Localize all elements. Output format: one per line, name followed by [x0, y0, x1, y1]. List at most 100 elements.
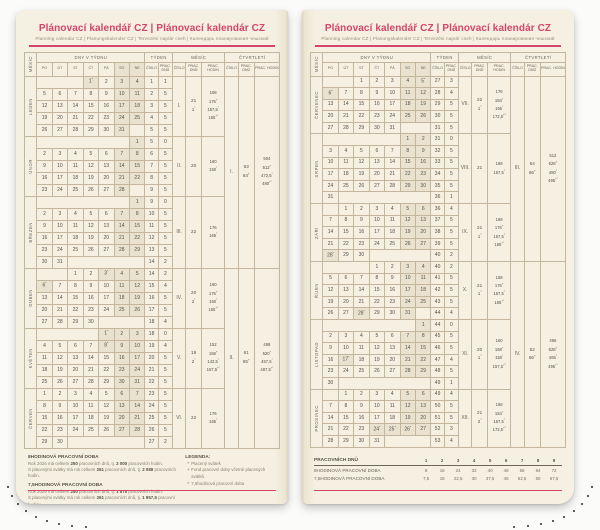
week-number-cell: 26: [144, 423, 159, 437]
day-cell: 7: [353, 272, 370, 286]
day-cell: 30: [368, 121, 386, 135]
day-cell: 21: [322, 237, 339, 251]
day-cell: 10: [384, 87, 401, 100]
week-number-cell: 49: [430, 376, 445, 390]
week-workdays-cell: 2: [443, 249, 460, 262]
day-cell: 30: [82, 315, 100, 329]
day-cell: 10: [128, 339, 146, 353]
day-cell: 7: [128, 387, 146, 401]
day-cell: 19: [82, 231, 100, 245]
month-number-cell: VII.: [458, 75, 473, 135]
week-number-cell: 23: [144, 387, 159, 401]
month-workdays-cell: 21: [471, 133, 488, 205]
day-cell: 20: [337, 295, 355, 309]
day-cell: 14: [82, 351, 100, 365]
day-cell: 23: [353, 237, 370, 251]
day-cell: 20: [67, 363, 84, 377]
day-cell: 22: [128, 231, 146, 245]
day-cell: 20: [98, 171, 115, 185]
day-cell: 5: [51, 339, 69, 353]
workdays-value: 72: [551, 467, 557, 473]
calendar-table-container-jul-dec: MĚSÍC DNY V TÝDNU TÝDEN MĚSÍC ČTVRTLETÍ PO ÚT S…: [309, 51, 567, 448]
month-workdays-cell: 20: [185, 135, 202, 197]
day-cell: 8: [414, 330, 432, 344]
day-cell: 18: [128, 99, 146, 113]
week-workdays-cell: 3: [443, 423, 460, 436]
day-cell: 14: [128, 399, 146, 413]
day-cell: 17: [399, 284, 416, 297]
day-cell: 15: [399, 156, 416, 170]
holiday-fund-symbol: +: [186, 467, 190, 473]
day-cell: 20: [51, 111, 69, 125]
day-cell: 6: [414, 388, 432, 402]
day-cell: 14: [399, 342, 416, 355]
workdays-value: 30: [471, 476, 477, 482]
workdays-value: 1: [424, 457, 428, 463]
month-workdays-cell: 19 2*: [185, 327, 202, 389]
day-cell: 18: [67, 231, 84, 245]
month-hours-cell: 176 165*: [200, 195, 226, 269]
day-cell: 3: [67, 387, 84, 401]
month-name-label: ŘÍJEN: [309, 261, 324, 320]
day-cell: 10: [322, 156, 339, 170]
header-rule: [29, 45, 275, 47]
month-column-header: MĚSÍC: [309, 51, 324, 77]
working-time-text: 8HODINOVÁ PRACOVNÍ DOBA Rok 2026 má celk…: [28, 454, 179, 505]
note-title: 7,5HODINOVÁ PRACOVNÍ DOBA: [28, 482, 103, 488]
day-cell: 8: [128, 207, 146, 221]
day-cell: 15: [337, 411, 355, 425]
day-cell: 24: [322, 179, 339, 193]
day-cell: 10: [51, 219, 69, 233]
week-number-cell: 7: [144, 159, 159, 173]
day-cell: 8: [368, 272, 386, 286]
day-cell: 12: [414, 87, 432, 100]
day-cell: 3: [337, 330, 355, 344]
day-cell: 9: [353, 214, 370, 228]
day-cell: 28*: [353, 307, 370, 320]
day-cell: 19: [353, 168, 370, 181]
day-cell: 2: [36, 147, 53, 161]
empty-day-cells: [337, 376, 432, 390]
week-number-cell: 5: [144, 123, 159, 137]
day-cell: 20: [98, 231, 115, 245]
week-number-cell: 35: [430, 179, 445, 193]
workdays-8h-values: 8 16 24 32 40 48 56 64 72: [418, 468, 562, 473]
week-workdays-cell: 4: [443, 87, 460, 100]
month-workdays-cell: 22 1*: [471, 75, 488, 135]
week-workdays-cell: 5: [443, 168, 460, 181]
day-cell: 31: [113, 123, 130, 137]
day-cell: 3: [368, 203, 386, 216]
empty-day-cells: [322, 75, 355, 89]
month-hours-cell: 168 176+ 157,5* 165+*: [486, 203, 512, 262]
day-cell: 6: [113, 387, 130, 401]
day-cell: 30: [353, 249, 370, 262]
day-cell: 11: [67, 159, 84, 173]
month-hours-cell: 168 157,5*: [486, 133, 512, 205]
legend: LEGENDA: * Placený svátek + Fond pracovn…: [179, 454, 276, 505]
day-cell: 17: [322, 168, 339, 181]
day-cell: 26: [98, 423, 115, 437]
day-cell: 31: [51, 255, 69, 269]
day-cell: 9: [353, 400, 370, 413]
week-workdays-cell: 5: [443, 156, 460, 170]
day-cell: 11: [384, 400, 401, 413]
day-cell: 27: [98, 243, 115, 257]
week-number-cell: 43: [430, 295, 445, 309]
week-workdays-cell: 5: [157, 303, 174, 317]
stitch-dot: [573, 510, 576, 513]
workdays-8h-row: 8HODINOVÁ PRACOVNÍ DOBA 8 16 24 32 40 48 56 64 7…: [314, 466, 562, 475]
day-cell: 24: [384, 110, 401, 123]
week-workdays-cell: 5: [157, 363, 174, 377]
day-cell: 10: [51, 159, 69, 173]
stitch-dot: [581, 503, 584, 506]
empty-day-cells: [414, 307, 432, 320]
week-workdays-cell: 5: [157, 123, 174, 137]
week-workdays-cell: 5: [157, 147, 174, 161]
day-name-header: ST: [67, 61, 84, 77]
week-number-cell: 36: [430, 203, 445, 216]
month-name-label: DUBEN: [23, 267, 38, 329]
workdays-value: 2: [440, 457, 444, 463]
day-cell: 20: [322, 110, 339, 123]
day-cell: 30: [113, 375, 130, 389]
week-workdays-cell: 4: [443, 434, 460, 448]
